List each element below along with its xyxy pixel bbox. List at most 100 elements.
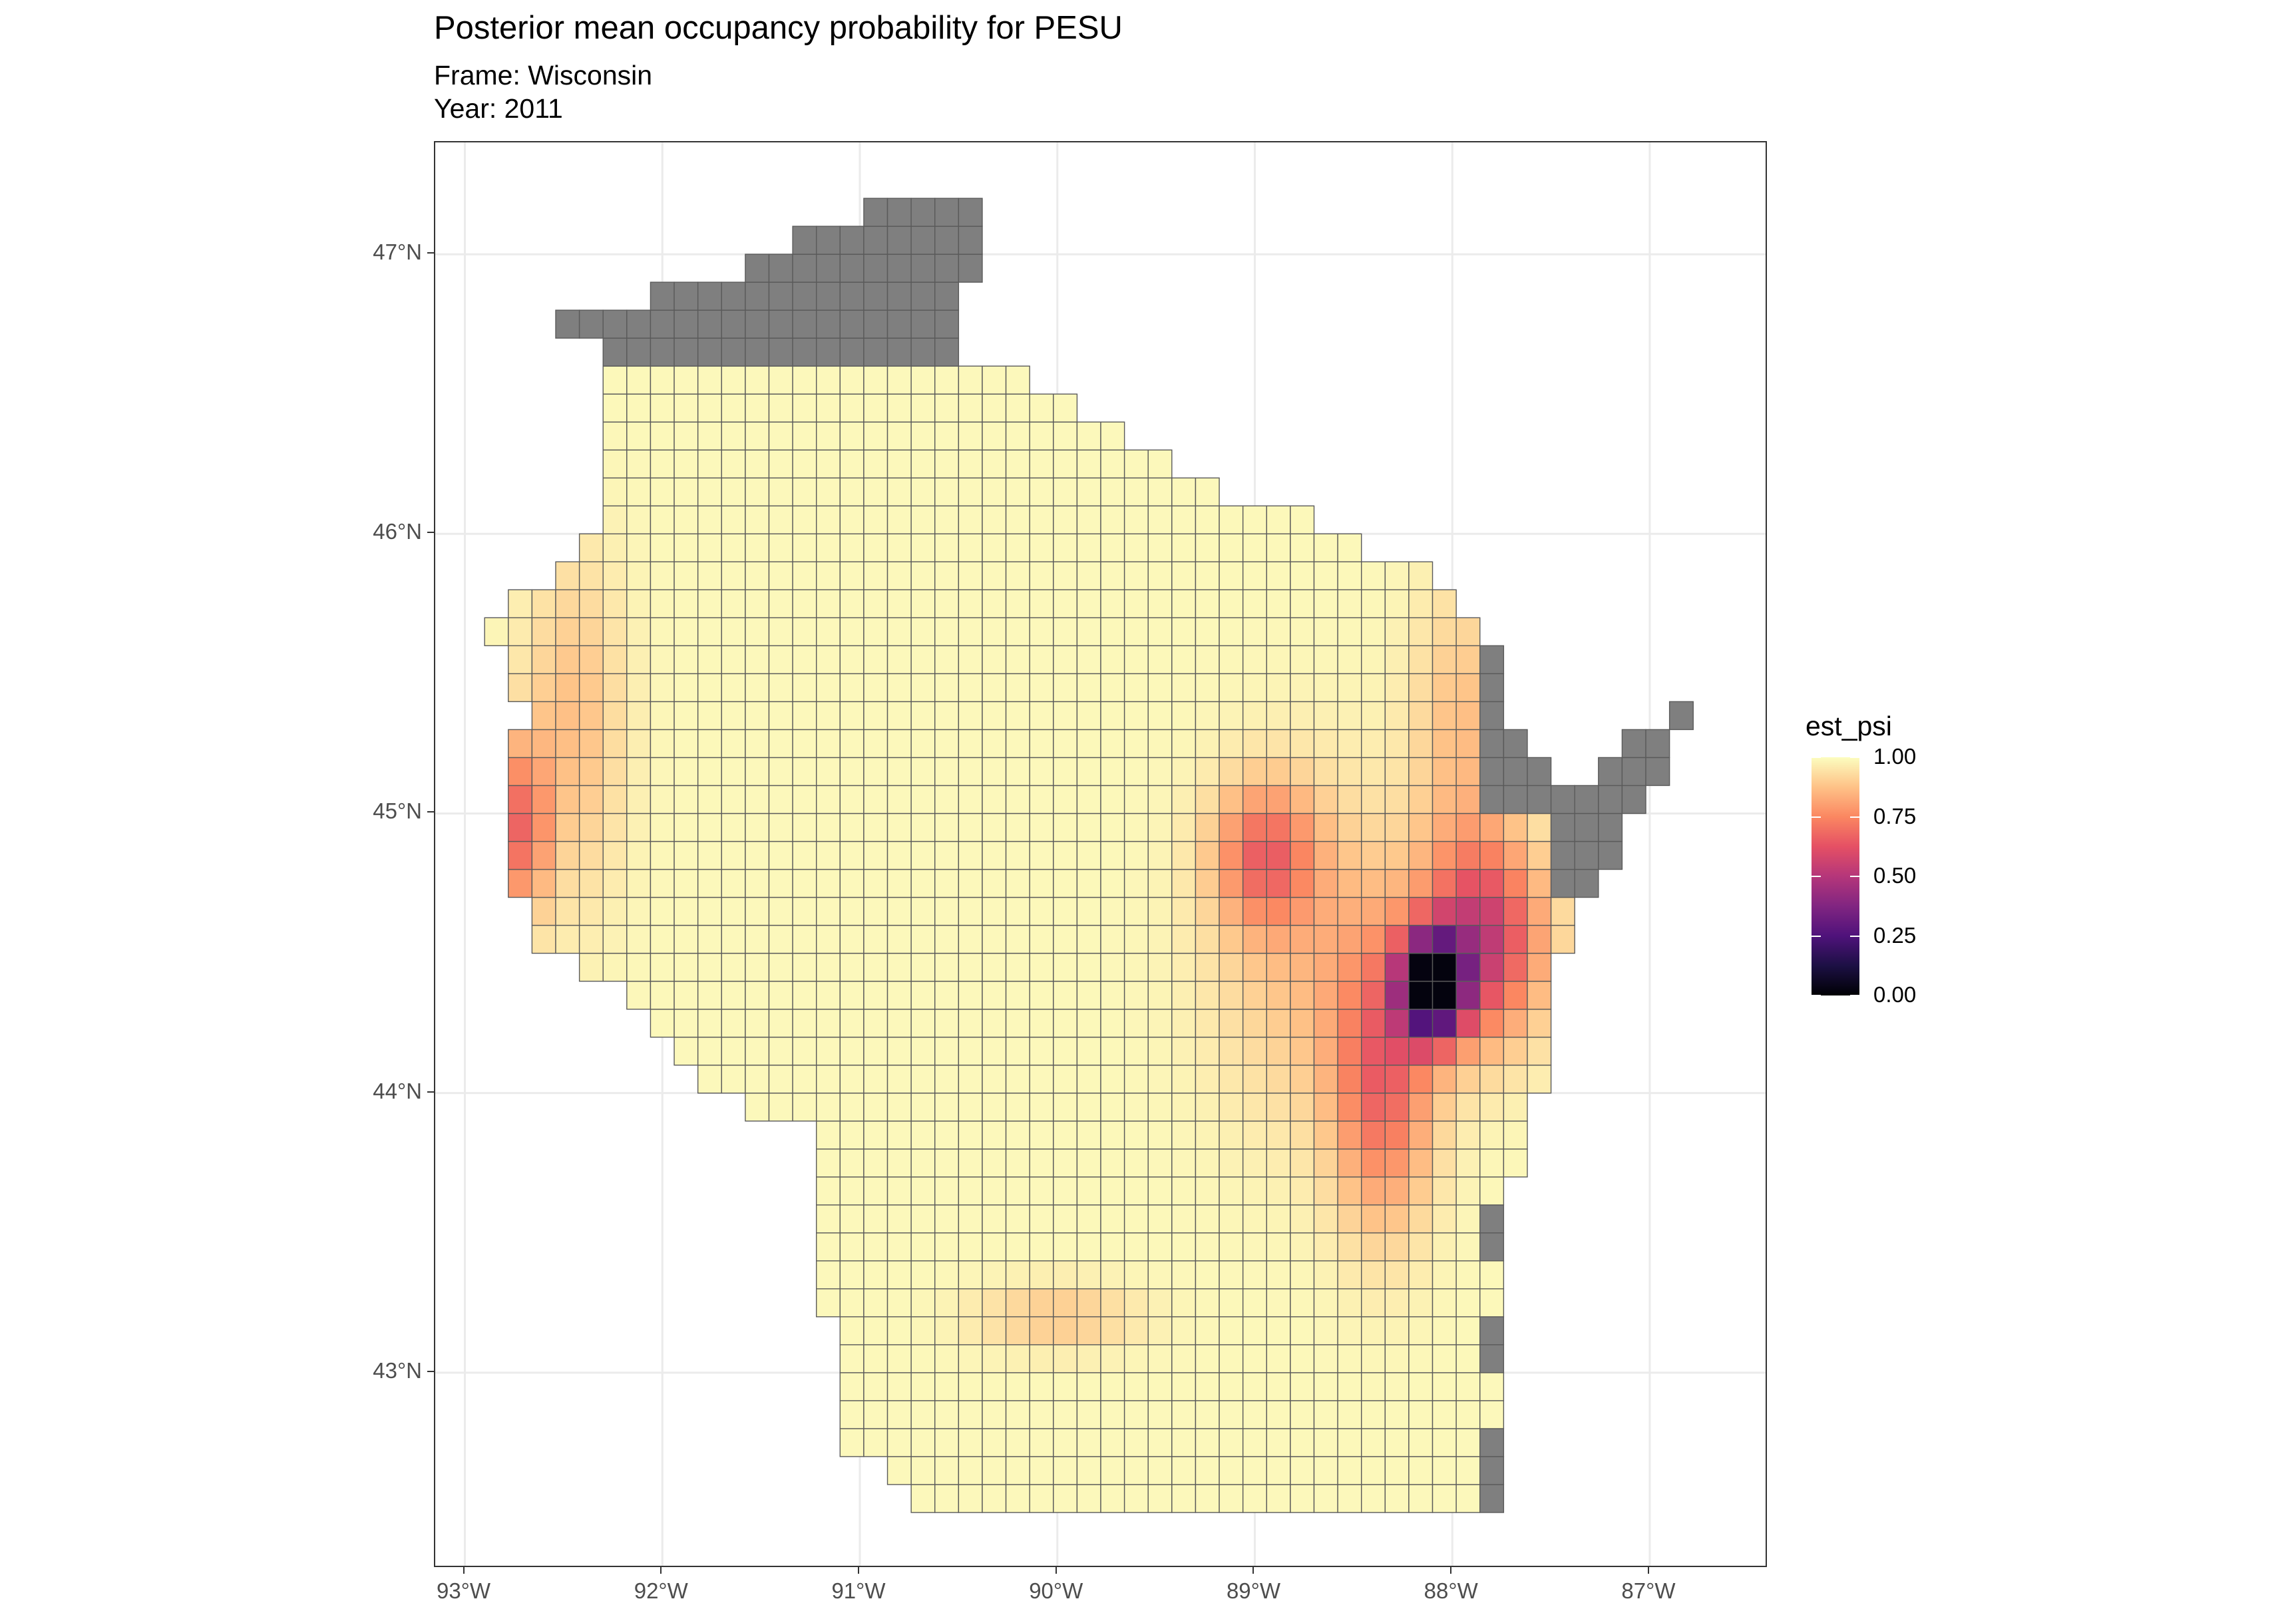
map-cell [1432, 1484, 1457, 1513]
map-cell [1005, 1288, 1030, 1318]
map-cell [1053, 645, 1078, 675]
map-cell [1455, 1008, 1481, 1038]
map-cell [910, 1260, 936, 1290]
map-cell [1337, 1456, 1362, 1485]
y-axis-tick [427, 811, 434, 813]
map-cell [721, 812, 746, 842]
map-cell [1005, 1204, 1030, 1234]
map-cell [886, 393, 912, 423]
map-cell [1005, 393, 1030, 423]
x-axis-tick-label: 91°W [831, 1578, 886, 1603]
map-cell [1053, 673, 1078, 703]
map-cell [1266, 617, 1291, 647]
map-cell [578, 868, 604, 898]
map-cell [934, 421, 960, 450]
map-cell [745, 868, 770, 898]
map-cell [650, 840, 675, 870]
map-cell [1313, 1176, 1338, 1206]
map-cell [1100, 924, 1125, 954]
map-cell [768, 1036, 793, 1066]
map-cell [602, 449, 628, 478]
map-cell [697, 1008, 722, 1038]
map-cell [1408, 645, 1434, 675]
map-cell [1290, 1008, 1315, 1038]
map-cell [982, 785, 1007, 814]
map-cell [839, 812, 864, 842]
map-cell [1290, 952, 1315, 982]
map-cell [1242, 505, 1267, 534]
map-cell [886, 924, 912, 954]
map-cell [934, 337, 960, 367]
map-cell [1432, 1149, 1457, 1178]
map-cell [1147, 589, 1173, 619]
map-cell [626, 980, 652, 1010]
map-cell [745, 701, 770, 731]
map-cell [1479, 1204, 1505, 1234]
map-cell [1361, 645, 1386, 675]
map-cell [958, 1036, 983, 1066]
map-cell [910, 1288, 936, 1318]
legend-title: est_psi [1806, 711, 1892, 741]
map-cell [1053, 729, 1078, 759]
map-cell [1266, 1204, 1291, 1234]
map-cell [792, 561, 817, 591]
map-cell [839, 1232, 864, 1262]
map-cell [958, 1064, 983, 1094]
map-cell [1455, 1232, 1481, 1262]
map-cell [1455, 729, 1481, 759]
map-cell [982, 1400, 1007, 1429]
map-cell [934, 1400, 960, 1429]
map-cell [1408, 1456, 1434, 1485]
map-cell [1432, 1008, 1457, 1038]
map-cell [1195, 868, 1220, 898]
map-cell [1100, 1344, 1125, 1373]
map-cell [1029, 617, 1054, 647]
map-cell [578, 533, 604, 562]
map-cell [697, 952, 722, 982]
map-cell [1076, 533, 1101, 562]
map-cell [1337, 1064, 1362, 1094]
map-cell [910, 924, 936, 954]
map-cell [910, 1036, 936, 1066]
map-cell [982, 896, 1007, 926]
map-cell [1313, 952, 1338, 982]
map-cell [697, 1064, 722, 1094]
map-cell [1219, 840, 1244, 870]
map-cell [1076, 1149, 1101, 1178]
map-cell [1123, 1149, 1149, 1178]
map-cell [1337, 1149, 1362, 1178]
map-cell [1290, 1288, 1315, 1318]
map-cell [602, 393, 628, 423]
map-cell [508, 673, 533, 703]
x-axis-tick-label: 89°W [1226, 1578, 1280, 1603]
map-cell [1361, 1456, 1386, 1485]
map-cell [958, 617, 983, 647]
map-cell [982, 589, 1007, 619]
map-cell [1053, 1204, 1078, 1234]
map-cell [1029, 1456, 1054, 1485]
map-cell [863, 337, 888, 367]
map-cell [1053, 812, 1078, 842]
map-cell [1527, 1064, 1552, 1094]
map-cell [745, 393, 770, 423]
map-cell [1123, 701, 1149, 731]
map-cell [982, 365, 1007, 395]
map-cell [1147, 896, 1173, 926]
map-cell [886, 477, 912, 506]
map-cell [958, 1260, 983, 1290]
map-cell [1313, 868, 1338, 898]
map-cell [745, 980, 770, 1010]
map-cell [934, 505, 960, 534]
map-cell [816, 449, 841, 478]
map-cell [1029, 1288, 1054, 1318]
map-cell [839, 505, 864, 534]
map-cell [1171, 785, 1197, 814]
map-cell [886, 337, 912, 367]
map-cell [1361, 673, 1386, 703]
map-cell [1100, 1288, 1125, 1318]
map-cell [1503, 924, 1528, 954]
map-cell [910, 617, 936, 647]
map-cell [1053, 533, 1078, 562]
map-cell [1432, 1260, 1457, 1290]
map-cell [886, 1260, 912, 1290]
